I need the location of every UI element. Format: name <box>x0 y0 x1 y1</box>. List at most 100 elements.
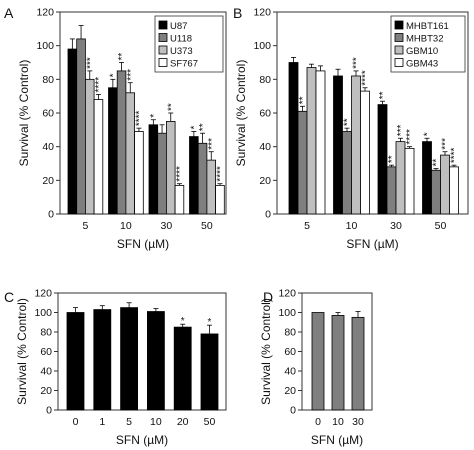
significance-stars: ** <box>198 123 209 131</box>
legend-entry: U373 <box>170 46 193 57</box>
x-tick-label: 10 <box>346 220 358 232</box>
y-tick-label: 20 <box>259 175 271 187</box>
significance-stars: *** <box>441 138 452 150</box>
bar-gbm43-50 <box>449 166 459 215</box>
legend-swatch <box>158 20 168 30</box>
y-tick-label: 80 <box>284 327 296 339</box>
x-axis-label: SFN (µM) <box>117 237 169 251</box>
y-tick-label: 80 <box>259 74 271 86</box>
bar-u373-50 <box>206 159 216 215</box>
x-tick-label: 5 <box>82 220 88 232</box>
bar-gbm10-30 <box>395 141 406 215</box>
bar-gbm10-10 <box>351 75 361 215</box>
x-axis-label: SFN (µM) <box>116 433 168 447</box>
legend-entry: U87 <box>170 21 187 32</box>
bar-mhbt161-50 <box>422 141 432 215</box>
bar-u87-5 <box>67 48 78 215</box>
legend-entry: MHBT32 <box>406 34 443 45</box>
y-axis-label: Survival (% Control) <box>17 60 31 167</box>
significance-stars: * <box>149 114 160 118</box>
bar-mhbt32-5 <box>297 110 308 215</box>
panel-label: C <box>4 289 14 305</box>
legend-swatch <box>394 20 404 30</box>
x-tick-label: 30 <box>352 416 364 428</box>
bar-u118-30 <box>157 132 167 215</box>
legend-entry: GBM10 <box>406 46 438 57</box>
legend-swatch <box>394 58 404 67</box>
significance-stars: * <box>181 316 185 327</box>
bar-gbm10-5 <box>306 67 317 215</box>
bar-gbm43-5 <box>315 70 326 215</box>
bar-mhbt32-50 <box>431 169 441 215</box>
significance-stars: *** <box>352 57 363 69</box>
bar-series-0 <box>311 312 325 411</box>
y-axis-label: Survival (% Control) <box>15 298 29 405</box>
bar-sf767-10 <box>134 131 144 215</box>
legend-entry: SF767 <box>170 59 198 70</box>
significance-stars: ** <box>166 103 177 111</box>
significance-stars: **** <box>450 148 461 164</box>
x-tick-label: 50 <box>204 416 216 428</box>
legend-swatch <box>158 58 168 67</box>
legend-swatch <box>158 45 168 55</box>
bar-series-20 <box>173 326 192 411</box>
y-tick-label: 100 <box>34 307 52 319</box>
x-tick-label: 0 <box>315 416 321 428</box>
x-axis-label: SFN (µM) <box>346 237 398 251</box>
panel-label: B <box>233 5 242 21</box>
bar-series-30 <box>351 316 365 411</box>
x-tick-label: 30 <box>161 220 173 232</box>
y-tick-label: 40 <box>42 141 54 153</box>
bar-u373-5 <box>85 78 95 215</box>
significance-stars: *** <box>207 138 218 150</box>
bar-sf767-5 <box>93 99 104 215</box>
bar-series-0 <box>66 312 85 411</box>
significance-stars: **** <box>175 166 186 182</box>
y-tick-label: 60 <box>284 346 296 358</box>
bar-u87-10 <box>108 87 118 215</box>
bar-u118-50 <box>197 142 208 215</box>
y-tick-label: 40 <box>40 366 52 378</box>
significance-stars: ** <box>378 91 389 99</box>
bar-mhbt161-30 <box>377 104 388 215</box>
x-tick-label: 30 <box>390 220 402 232</box>
significance-stars: ** <box>387 155 398 163</box>
x-tick-label: 5 <box>126 416 132 428</box>
significance-stars: * <box>108 73 119 77</box>
bar-u87-30 <box>148 124 159 215</box>
y-tick-label: 120 <box>36 7 54 19</box>
y-tick-label: 40 <box>284 366 296 378</box>
y-tick-label: 100 <box>253 40 271 52</box>
panel-a: A 0 20 40 60 80 100 120 Survival (% Control) SFN … <box>4 5 227 251</box>
significance-stars: *** <box>396 124 407 136</box>
bar-mhbt32-30 <box>386 166 397 215</box>
significance-stars: * <box>189 126 200 130</box>
bar-mhbt161-10 <box>333 75 343 215</box>
y-tick-label: 20 <box>284 385 296 397</box>
panel-label: A <box>4 5 14 21</box>
bar-u118-5 <box>76 38 86 215</box>
legend-swatch <box>158 33 168 42</box>
y-axis-label: Survival (% Control) <box>259 298 273 405</box>
bar-u373-10 <box>125 92 136 215</box>
x-tick-label: 0 <box>73 416 79 428</box>
y-tick-label: 20 <box>40 385 52 397</box>
significance-stars: *** <box>85 57 96 69</box>
y-tick-label: 20 <box>42 175 54 187</box>
legend-entry: GBM43 <box>406 59 438 70</box>
y-tick-label: 40 <box>259 141 271 153</box>
bar-series-1 <box>93 309 112 411</box>
x-tick-label: 20 <box>177 416 189 428</box>
bar-series-10 <box>146 311 165 411</box>
legend-swatch <box>394 45 404 55</box>
x-tick-label: 5 <box>304 220 310 232</box>
y-tick-label: 100 <box>278 307 296 319</box>
significance-stars: *** <box>126 69 137 81</box>
bar-sf767-50 <box>215 184 225 215</box>
x-tick-label: 50 <box>435 220 447 232</box>
legend-entry: U118 <box>170 34 192 45</box>
significance-stars: **** <box>94 77 105 93</box>
y-tick-label: 120 <box>278 288 296 300</box>
